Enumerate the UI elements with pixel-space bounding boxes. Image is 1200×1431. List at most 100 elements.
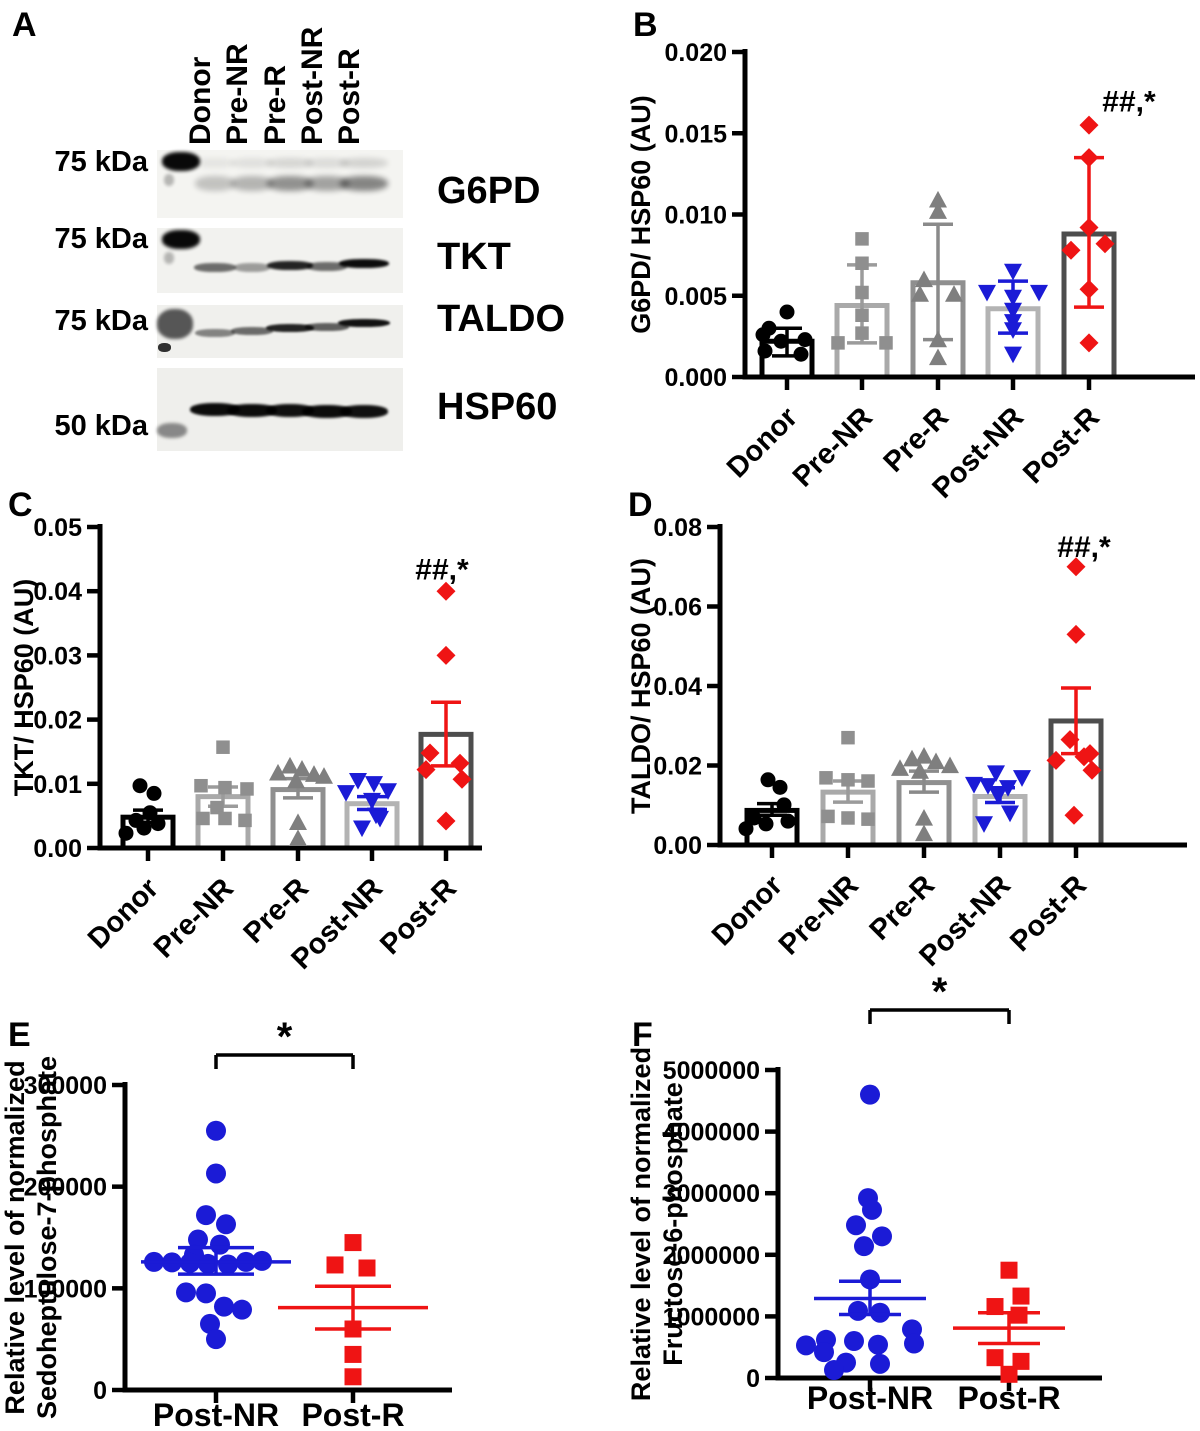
lane-label-donor: Donor [184, 56, 217, 145]
circle-marker [773, 333, 789, 349]
x-category-label: Post-NR [153, 1397, 279, 1431]
significance-annotation: ##,* [415, 554, 469, 587]
circle-marker [780, 813, 796, 829]
triangle-up-marker [911, 285, 929, 302]
sample-band-g6pd [267, 176, 313, 191]
significance-annotation: ##,* [1102, 86, 1156, 119]
x-category-label: Post-R [374, 872, 463, 961]
circle-marker [848, 1300, 868, 1321]
y-tick-label: 0.04 [653, 673, 702, 701]
circle-marker [797, 332, 813, 348]
circle-marker [844, 1331, 864, 1352]
diamond-marker [416, 760, 436, 780]
significance-star: * [277, 1015, 293, 1059]
chart-sedoheptulose-7-phosphate: 0 100000 200000 300000 Post-NR Post-R * Relativ… [0, 1015, 452, 1431]
ladder-band [162, 230, 200, 249]
y-tick-label: 0.020 [664, 39, 727, 67]
triangle-down-marker [975, 816, 993, 833]
triangle-up-marker [915, 746, 933, 764]
y-tick-label: 0.02 [33, 707, 82, 735]
sample-band-taldo [195, 329, 235, 337]
square-marker [344, 1368, 362, 1386]
triangle-up-marker [289, 813, 307, 830]
triangle-up-marker [269, 763, 287, 781]
circle-marker [755, 327, 771, 343]
lane-label-post-nr: Post-NR [296, 26, 329, 145]
triangle-up-marker [945, 285, 963, 302]
square-marker [841, 811, 855, 825]
y-tick-label: 0 [93, 1377, 107, 1405]
sample-band-taldo [266, 324, 314, 332]
y-tick-label: 0.05 [33, 514, 82, 542]
triangle-down-marker [978, 284, 996, 302]
triangle-down-marker [365, 776, 383, 793]
y-tick-label: 0.010 [664, 202, 727, 230]
triangle-down-marker [987, 765, 1005, 783]
panel-label-a: A [12, 6, 37, 44]
triangle-up-marker [293, 760, 311, 777]
triangle-down-marker [379, 783, 397, 800]
circle-marker [142, 805, 158, 821]
square-marker [358, 1259, 376, 1277]
triangle-down-marker [1004, 302, 1022, 320]
ladder-spot [164, 252, 174, 264]
circle-marker [824, 1359, 844, 1380]
y-tick-label: 0.06 [653, 594, 702, 622]
lane-label-pre-r: Pre-R [259, 64, 292, 145]
faint-band [305, 158, 349, 168]
triangle-down-marker [979, 778, 997, 795]
triangle-down-marker [1013, 770, 1031, 787]
square-marker [1010, 1306, 1028, 1324]
x-category-label: Post-R [957, 1380, 1060, 1416]
y-axis-label: Fructose-6-phosphate [658, 1082, 688, 1366]
circle-marker [758, 816, 774, 832]
triangle-down-marker [1004, 263, 1022, 281]
square-marker [196, 811, 210, 826]
y-axis-label: TALDO/ HSP60 (AU) [626, 558, 656, 814]
sample-band-taldo [305, 323, 349, 331]
triangle-down-marker [353, 820, 371, 838]
square-marker [238, 813, 252, 828]
panel-label-b: B [633, 6, 658, 44]
sample-band-taldo [338, 319, 390, 327]
square-marker [344, 1234, 362, 1252]
square-marker [1012, 1287, 1030, 1305]
circle-marker [150, 816, 166, 832]
x-category-label: Post-R [1017, 401, 1106, 490]
circle-marker [868, 1334, 888, 1355]
sample-band-tkt [194, 263, 236, 272]
x-category-label: Pre-NR [773, 869, 865, 961]
protein-label-taldo: TALDO [437, 298, 566, 340]
triangle-up-marker [915, 270, 933, 288]
triangle-up-marker [891, 759, 909, 776]
circle-marker [846, 1215, 866, 1236]
y-tick-label: 100000 [24, 1275, 107, 1303]
y-tick-label: 200000 [24, 1174, 107, 1202]
square-marker [986, 1349, 1004, 1367]
y-tick-label: 0.04 [33, 578, 82, 606]
chart-taldo-hsp60: 0.000.020.040.060.08DonorPre-NRPre-RPost… [626, 514, 1187, 973]
circle-marker [136, 820, 152, 836]
ladder-band [162, 152, 200, 171]
sample-band-tkt [307, 262, 347, 271]
circle-marker [872, 1226, 892, 1247]
triangle-down-marker [1004, 289, 1022, 307]
square-marker [841, 773, 855, 787]
square-marker [216, 740, 230, 754]
diamond-marker [1079, 148, 1099, 168]
triangle-down-marker [363, 792, 381, 810]
triangle-down-marker [965, 776, 983, 794]
triangle-up-marker [929, 348, 947, 366]
y-tick-label: 0.01 [33, 771, 82, 799]
molecular-weight-label: 75 kDa [54, 305, 148, 337]
molecular-weight-label: 75 kDa [54, 223, 148, 255]
diamond-marker [1046, 750, 1066, 770]
sample-band-g6pd [231, 176, 273, 191]
triangle-down-marker [1004, 322, 1022, 339]
diamond-marker [1079, 333, 1099, 353]
y-tick-label: 0.00 [33, 835, 82, 863]
y-axis-label: TKT/ HSP60 (AU) [9, 579, 39, 797]
sample-band-g6pd [305, 176, 349, 191]
square-marker [1000, 1365, 1018, 1383]
circle-marker [904, 1333, 924, 1354]
